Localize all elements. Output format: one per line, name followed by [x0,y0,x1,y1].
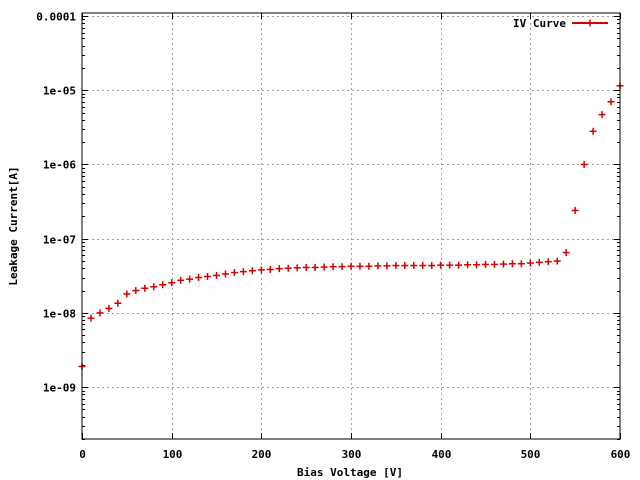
data-point [177,276,185,284]
data-point [114,299,122,307]
legend-marker-iv-curve [586,19,594,27]
data-point [580,160,588,168]
data-point [437,261,445,269]
data-point [401,262,409,270]
legend-label-iv-curve: IV Curve [513,17,566,30]
data-point [499,260,507,268]
data-point [284,264,292,272]
data-point [490,260,498,268]
data-point [204,272,212,280]
y-tick-label: 1e-06 [43,159,76,172]
data-point [186,275,194,283]
grid-layer [82,13,620,439]
data-point [544,258,552,266]
data-point [553,257,561,265]
data-point [338,263,346,271]
data-point [356,262,364,270]
data-point [607,98,615,106]
y-tick-label: 1e-08 [43,308,76,321]
x-tick-label: 300 [342,448,362,461]
data-point [383,262,391,270]
data-point [230,269,238,277]
data-point [150,283,158,291]
data-point [132,287,140,295]
data-point [221,270,229,278]
tick-label-layer: 0 100 200 300 400 500 600 1e-09 1e-08 1e-07 1e-06 1… [36,11,630,462]
data-point [455,261,463,269]
data-point [571,206,579,214]
x-tick-label: 400 [432,448,452,461]
x-axis-label: Bias Voltage [V] [297,466,403,479]
data-point [374,262,382,270]
data-point [141,284,149,292]
data-point [589,127,597,135]
y-axis-label: Leakage Current[A] [7,166,20,285]
data-point [311,263,319,271]
data-point [123,290,131,298]
x-tick-label: 600 [611,448,631,461]
data-point [428,262,436,270]
data-point [213,271,220,279]
data-point [347,262,355,270]
y-tick-label: 1e-05 [43,85,76,98]
data-point [392,262,400,270]
x-tick-label: 500 [521,448,541,461]
data-point [329,263,337,271]
data-point [410,262,418,270]
y-tick-label: 0.0001 [36,11,76,24]
data-point [562,249,570,257]
data-point [87,314,95,322]
data-point [446,261,454,269]
data-point [517,260,525,268]
data-point [266,265,274,273]
data-point [598,111,606,119]
data-point [275,265,283,273]
data-point [105,304,113,312]
x-tick-label: 100 [163,448,183,461]
data-point [482,260,489,268]
legend: IV Curve [513,17,608,30]
data-points-layer [78,82,624,370]
data-point [248,267,256,275]
plot-frame [81,12,621,440]
x-tick-label: 0 [79,448,86,461]
data-point [535,258,543,266]
data-point [526,259,534,267]
data-point [365,262,373,270]
data-point [302,263,310,271]
data-point [159,281,167,289]
data-point [473,261,481,269]
data-point [464,261,472,269]
tick-layer [82,13,621,440]
data-point [257,266,265,274]
data-point [508,260,516,268]
data-point [195,274,203,282]
data-point [96,309,104,317]
data-point [320,263,328,271]
data-point [419,262,427,270]
y-tick-label: 1e-07 [43,234,76,247]
data-point [239,268,247,276]
x-tick-label: 200 [252,448,272,461]
data-point [168,279,176,287]
y-tick-label: 1e-09 [43,382,76,395]
data-point [293,264,301,272]
